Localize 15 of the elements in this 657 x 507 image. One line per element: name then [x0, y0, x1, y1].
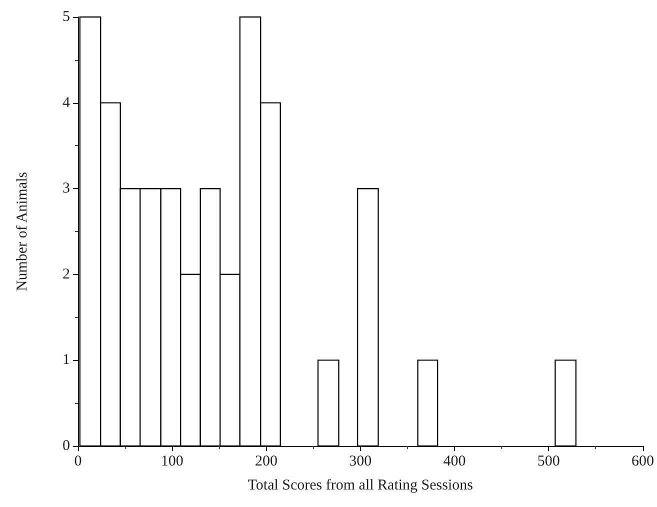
x-tick-label: 0: [74, 454, 82, 470]
x-tick-label: 300: [349, 454, 372, 470]
x-tick-label: 100: [160, 454, 184, 470]
x-tick-label: 200: [255, 454, 278, 470]
y-tick-label: 5: [62, 9, 70, 25]
y-tick-label: 3: [62, 180, 70, 197]
y-tick-label: 1: [62, 352, 70, 368]
x-tick-label: 600: [632, 454, 654, 470]
y-tick-label: 4: [62, 94, 70, 111]
x-axis-title: Total Scores from all Rating Sessions: [248, 478, 474, 494]
y-axis-title: Number of Animals: [14, 172, 30, 292]
y-tick-label: 2: [62, 266, 70, 282]
y-tick-label: 0: [62, 438, 70, 454]
x-tick-label: 400: [443, 454, 466, 470]
x-tick-label: 500: [537, 454, 560, 470]
